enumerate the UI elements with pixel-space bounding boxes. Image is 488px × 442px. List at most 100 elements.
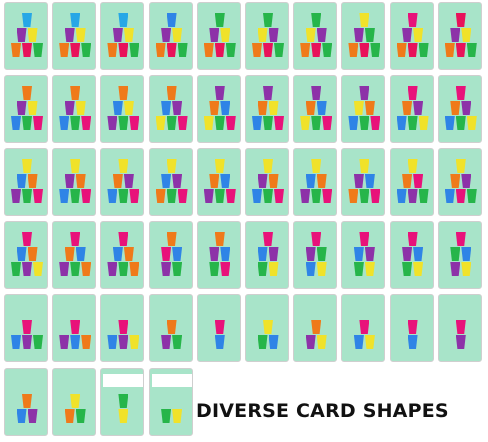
cup-card — [100, 368, 145, 436]
cup-icon — [225, 189, 236, 203]
cup-icon — [161, 101, 172, 115]
cup-icon — [118, 86, 129, 100]
cup-icon — [81, 335, 92, 349]
cup-card — [245, 75, 289, 143]
cup-icon — [75, 174, 86, 188]
cup-icon — [348, 116, 359, 130]
cup-icon — [33, 43, 43, 57]
cup-icon — [16, 247, 27, 261]
cup-card — [389, 75, 434, 143]
cup-icon — [70, 232, 81, 246]
cup-icon — [155, 189, 166, 203]
cup-card — [196, 148, 241, 216]
cup-icon — [396, 189, 407, 203]
cup-icon — [22, 116, 32, 130]
cup-icon — [70, 159, 81, 173]
cup-icon — [364, 335, 375, 349]
cup-icon — [70, 394, 81, 408]
cup-icon — [129, 116, 140, 130]
cup-card — [245, 294, 289, 362]
cup-icon — [203, 189, 214, 203]
cup-card — [437, 221, 482, 289]
cup-icon — [27, 247, 38, 261]
cup-icon — [214, 86, 225, 100]
cup-icon — [172, 28, 183, 42]
cup-icon — [225, 43, 236, 57]
cup-icon — [322, 116, 333, 130]
cup-icon — [311, 320, 322, 334]
cup-icon — [263, 320, 273, 334]
cup-icon — [118, 232, 129, 246]
cup-card — [100, 294, 145, 362]
cup-icon — [107, 189, 118, 203]
cup-icon — [263, 86, 273, 100]
cup-icon — [177, 189, 188, 203]
cup-icon — [316, 101, 327, 115]
cup-card — [341, 148, 386, 216]
cup-icon — [118, 320, 129, 334]
cup-icon — [311, 189, 322, 203]
cup-icon — [364, 247, 375, 261]
cup-icon — [455, 86, 466, 100]
cup-icon — [81, 189, 92, 203]
cup-icon — [455, 320, 466, 334]
cup-card — [100, 148, 145, 216]
cup-icon — [268, 262, 279, 276]
cup-icon — [166, 232, 177, 246]
cup-icon — [161, 262, 172, 276]
cup-icon — [407, 86, 418, 100]
cup-icon — [353, 174, 364, 188]
cup-icon — [257, 174, 268, 188]
cup-icon — [364, 262, 375, 276]
cup-icon — [359, 43, 370, 57]
cup-icon — [59, 116, 70, 130]
cup-icon — [177, 43, 188, 57]
cup-icon — [252, 43, 262, 57]
cup-card — [100, 75, 145, 143]
cup-icon — [252, 189, 262, 203]
cup-icon — [407, 335, 418, 349]
cup-icon — [11, 116, 21, 130]
cup-icon — [161, 335, 172, 349]
cup-card — [389, 2, 434, 70]
cup-icon — [359, 232, 370, 246]
cup-icon — [220, 28, 231, 42]
cup-icon — [268, 28, 279, 42]
cup-icon — [155, 116, 166, 130]
cup-icon — [402, 174, 413, 188]
cup-icon — [450, 101, 461, 115]
cup-icon — [214, 116, 225, 130]
cup-icon — [123, 101, 134, 115]
cup-icon — [311, 159, 322, 173]
cup-card — [389, 148, 434, 216]
cup-icon — [166, 86, 177, 100]
cup-icon — [413, 101, 424, 115]
cup-icon — [33, 335, 43, 349]
cup-icon — [455, 13, 466, 27]
cup-card — [196, 221, 241, 289]
cup-icon — [348, 189, 359, 203]
cup-card — [52, 221, 97, 289]
cup-icon — [16, 409, 27, 423]
cup-icon — [166, 43, 177, 57]
cup-icon — [70, 13, 81, 27]
cup-icon — [305, 335, 316, 349]
cup-icon — [300, 189, 311, 203]
cup-icon — [353, 101, 364, 115]
cup-icon — [370, 189, 381, 203]
cup-icon — [396, 116, 407, 130]
cup-icon — [203, 116, 214, 130]
cup-card — [148, 148, 193, 216]
cup-icon — [214, 159, 225, 173]
cup-icon — [81, 116, 92, 130]
cup-icon — [407, 189, 418, 203]
cup-icon — [268, 247, 279, 261]
cup-card — [100, 2, 145, 70]
cup-icon — [16, 174, 27, 188]
cup-icon — [450, 247, 461, 261]
cup-card — [4, 294, 48, 362]
cup-icon — [413, 262, 424, 276]
cup-icon — [257, 335, 268, 349]
cup-icon — [166, 159, 177, 173]
cup-icon — [305, 101, 316, 115]
